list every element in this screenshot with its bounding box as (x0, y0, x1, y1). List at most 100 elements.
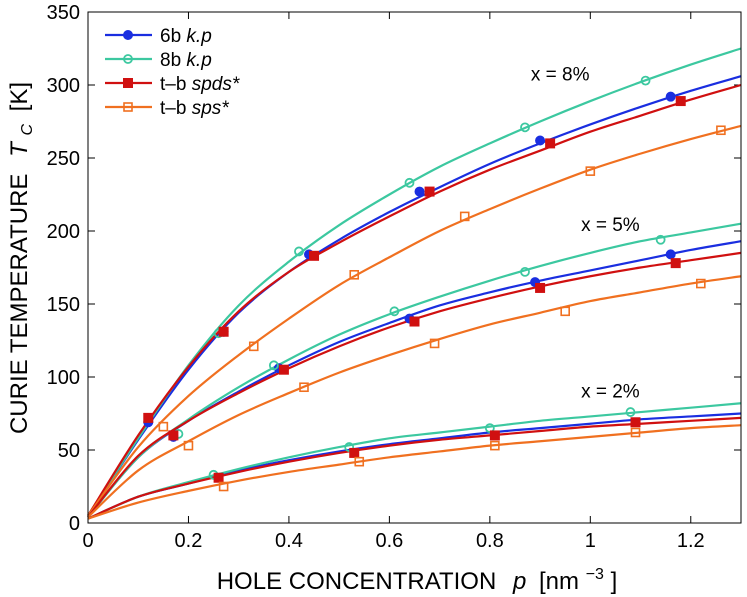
curve-8b-x2 (87, 402, 742, 520)
series-curves (87, 47, 742, 520)
curve-spds-x8 (87, 83, 742, 517)
legend-item-6b: 6b k.p (105, 26, 212, 47)
tick-labels: 0 0.2 0.4 0.6 0.8 1 1.2 0 50 100 150 200 250 300 350 (47, 2, 705, 552)
legend-label: t–b spds* (160, 74, 240, 95)
legend-label-model: k.p (186, 26, 211, 47)
marker-8b-x2 (484, 423, 495, 434)
legend-item-sps: t–b sps* (105, 98, 229, 119)
marker-sps-x2 (630, 427, 641, 438)
y-tick-label: 0 (69, 513, 80, 535)
marker-spds-x5 (670, 258, 681, 269)
curve-8b-x5 (87, 222, 742, 518)
annotation-label: x = 5% (581, 215, 640, 236)
marker-8b-x2 (625, 407, 636, 417)
curve-sps-x2 (87, 424, 742, 520)
y-tick-label: 100 (47, 367, 80, 389)
y-tick-label: 150 (47, 294, 80, 316)
x-tick-label: 0 (82, 530, 93, 552)
y-tick-label: 300 (47, 75, 80, 97)
y-tick-label: 250 (47, 148, 80, 170)
x-axis-label-symbol: p (512, 568, 526, 595)
marker-8b-x5 (389, 306, 400, 317)
marker-6b-x5 (665, 249, 676, 260)
legend-label-model: spds* (192, 74, 240, 95)
legend-label-prefix: t–b (160, 74, 192, 95)
marker-sps-x5 (183, 440, 194, 451)
marker-spds-x2 (630, 417, 641, 428)
marker-spds-x8 (309, 250, 320, 261)
marker-sps-x8 (349, 269, 360, 280)
y-axis-label-subscript: C (19, 124, 36, 136)
marker-spds-x5 (535, 282, 546, 293)
legend-marker (123, 54, 133, 64)
legend-marker (123, 30, 133, 40)
annotation-label: x = 8% (531, 65, 590, 86)
y-axis-label: CURIE TEMPERATURE T C [K] (6, 82, 38, 434)
curve-sps-x8 (87, 124, 742, 517)
y-axis-label-unit: [K] (6, 82, 33, 111)
marker-sps-x5 (299, 382, 309, 393)
marker-sps-x2 (218, 481, 229, 492)
marker-spds-x5 (409, 316, 420, 327)
y-axis-label-text: CURIE TEMPERATURE (6, 174, 33, 434)
marker-spds-x2 (489, 430, 500, 441)
marker-8b-x8 (294, 246, 304, 257)
legend-label-model: sps* (192, 98, 230, 119)
marker-8b-x5 (655, 234, 666, 245)
legend-marker (123, 78, 133, 88)
x-axis-label: HOLE CONCENTRATION p [nm −3 ] (217, 558, 618, 595)
legend-label-prefix: t–b (160, 98, 192, 119)
marker-spds-x8 (218, 326, 229, 337)
marker-sps-x8 (716, 125, 726, 136)
legend-label-prefix: 6b (160, 26, 186, 47)
x-tick-label: 0.4 (275, 530, 303, 552)
marker-spds-x8 (143, 412, 154, 423)
marker-sps-x8 (158, 421, 169, 432)
y-tick-label: 200 (47, 221, 80, 243)
marker-spds-x2 (349, 447, 360, 458)
marker-spds-x5 (278, 364, 289, 375)
marker-sps-x5 (696, 278, 706, 289)
x-tick-label: 1.2 (677, 530, 705, 552)
x-axis-label-close: ] (611, 568, 618, 595)
marker-sps-x5 (560, 306, 570, 317)
x-axis-label-exponent: −3 (586, 566, 604, 583)
marker-sps-x8 (459, 211, 470, 222)
legend: 6b k.p8b k.pt–b spds*t–b sps* (105, 26, 240, 119)
marker-spds-x2 (213, 472, 224, 483)
marker-sps-x2 (354, 456, 365, 467)
marker-8b-x2 (344, 442, 355, 452)
marker-8b-x5 (520, 266, 530, 277)
marker-8b-x8 (404, 177, 415, 188)
x-tick-label: 0.2 (175, 530, 203, 552)
marker-sps-x8 (585, 166, 596, 176)
marker-sps-x5 (429, 338, 440, 349)
series-markers (143, 75, 726, 492)
y-tick-label: 350 (47, 2, 80, 24)
marker-spds-x8 (545, 138, 556, 149)
x-tick-label: 1 (585, 530, 596, 552)
curve-sps-x5 (87, 275, 742, 518)
marker-8b-x8 (520, 122, 530, 133)
marker-6b-x8 (535, 135, 546, 146)
y-axis-label-symbol: T (6, 140, 33, 157)
marker-sps-x8 (248, 341, 259, 352)
legend-label-model: k.p (186, 50, 211, 71)
legend-label: 8b k.p (160, 50, 212, 71)
legend-item-8b: 8b k.p (105, 50, 212, 71)
marker-spds-x8 (675, 96, 686, 107)
curve-6b-x2 (87, 412, 742, 520)
curve-6b-x5 (87, 240, 742, 518)
marker-spds-x5 (168, 430, 179, 441)
x-axis-label-text: HOLE CONCENTRATION (217, 568, 497, 595)
curve-6b-x8 (87, 75, 742, 517)
x-tick-label: 0.8 (476, 530, 504, 552)
marker-spds-x8 (424, 186, 435, 197)
marker-8b-x8 (640, 75, 651, 86)
legend-item-spds: t–b spds* (105, 74, 240, 95)
x-tick-label: 0.6 (375, 530, 403, 552)
marker-8b-x5 (268, 360, 279, 371)
x-axis-label-unit: [nm (539, 568, 579, 595)
marker-6b-x8 (665, 91, 676, 102)
